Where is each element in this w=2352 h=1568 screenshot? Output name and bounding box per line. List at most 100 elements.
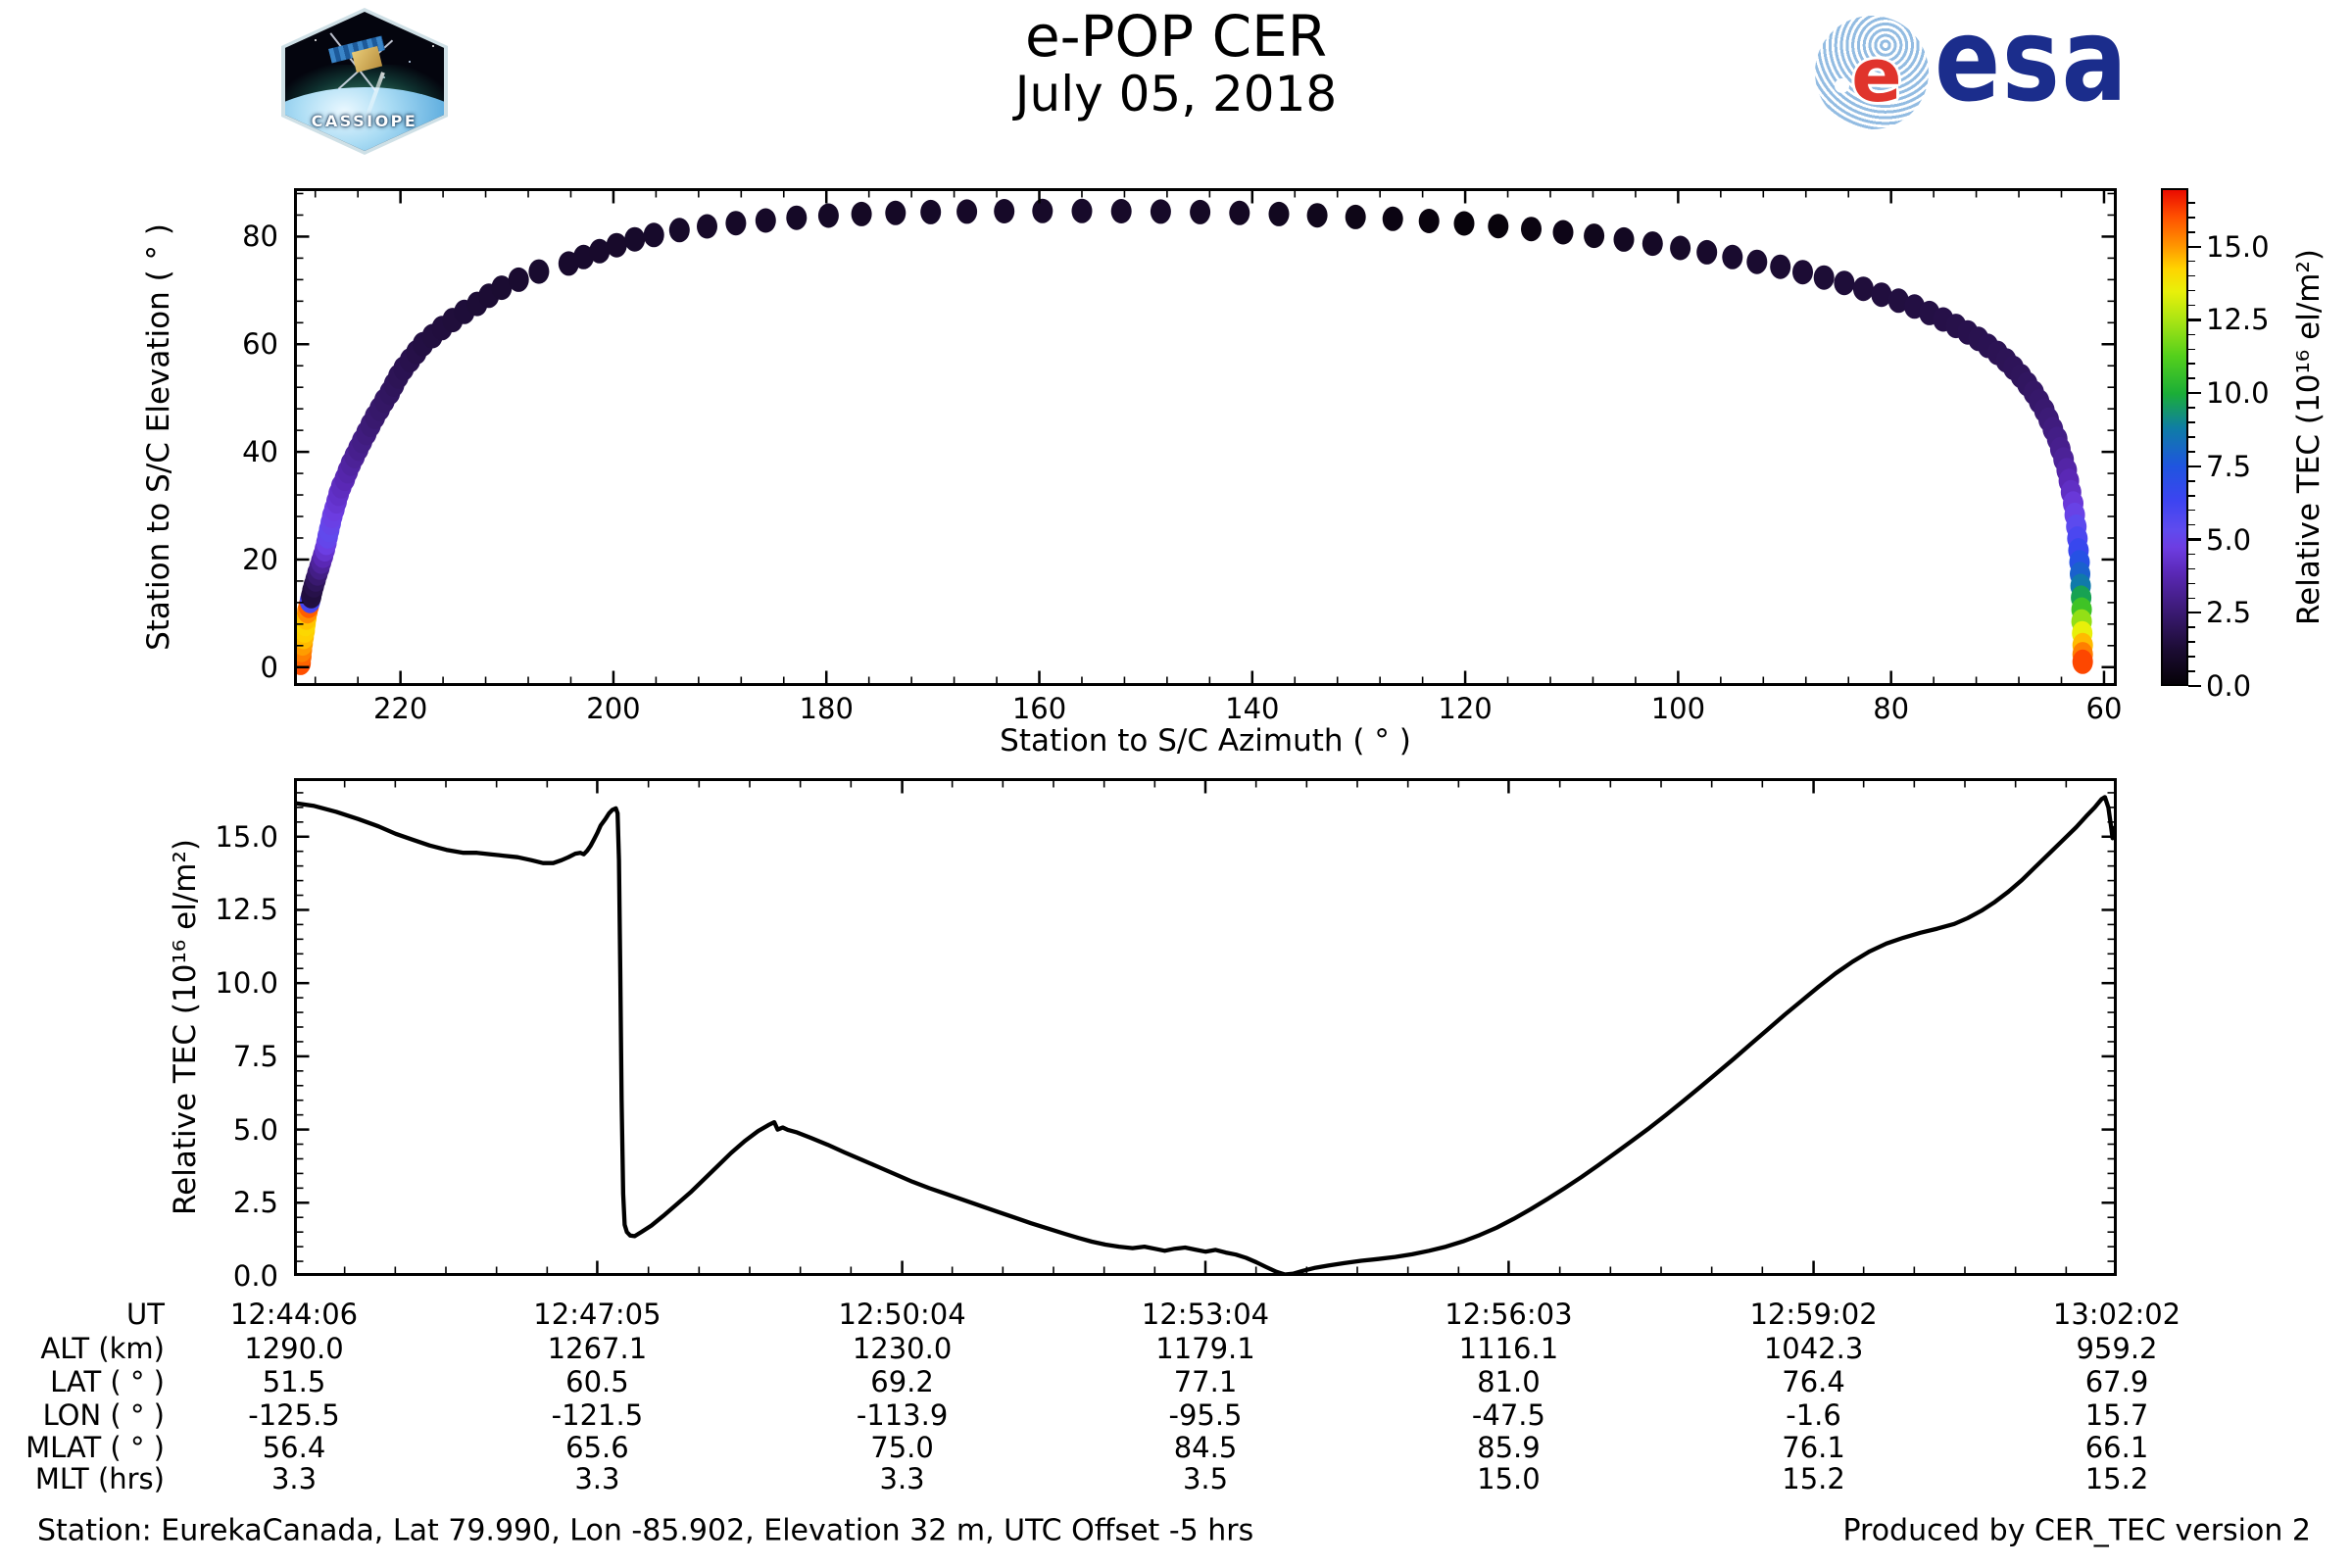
- scatter-point: [920, 199, 942, 224]
- azimuth-tick-label: 80: [1873, 692, 1910, 725]
- page-date: July 05, 2018: [1014, 66, 1338, 122]
- tec-tick-label: 5.0: [232, 1112, 278, 1147]
- table-cell: 69.2: [870, 1365, 934, 1398]
- scatter-point: [573, 244, 594, 270]
- scatter-point: [1746, 249, 1768, 274]
- scatter-point: [1268, 201, 1290, 226]
- time-tick-label: 13:02:02: [2052, 1298, 2181, 1331]
- table-cell: 1230.0: [852, 1332, 953, 1365]
- table-cell: -47.5: [1471, 1398, 1545, 1432]
- scatter-point: [1382, 206, 1403, 231]
- tec-tick-label: 0.0: [232, 1259, 278, 1293]
- table-row-label: ALT (km): [40, 1332, 165, 1365]
- colorbar-tick: [2188, 684, 2201, 688]
- time-tick-label: 12:44:06: [229, 1298, 359, 1331]
- tec-tick-label: 12.5: [215, 893, 278, 927]
- table-row-label: LAT ( ° ): [50, 1365, 165, 1398]
- azimuth-tick-label: 100: [1650, 692, 1706, 725]
- scatter-point: [491, 275, 513, 301]
- scatter-point: [755, 208, 776, 233]
- elevation-azimuth-plot: [294, 188, 2117, 686]
- table-cell: 1116.1: [1458, 1332, 1559, 1365]
- colorbar-minor-tick: [2188, 260, 2195, 263]
- table-cell: -125.5: [248, 1398, 340, 1432]
- table-cell: 3.3: [879, 1462, 925, 1495]
- scatter-point: [956, 199, 978, 224]
- table-cell: 1179.1: [1155, 1332, 1255, 1365]
- scatter-point: [1696, 239, 1718, 265]
- colorbar-label: Relative TEC (10¹⁶ el/m²): [2291, 249, 2327, 625]
- time-tick-label: 12:50:04: [838, 1298, 966, 1331]
- table-cell: 76.4: [1782, 1365, 1845, 1398]
- scatter-point: [1488, 214, 1509, 239]
- colorbar-minor-tick: [2188, 656, 2195, 658]
- table-cell: 15.7: [2084, 1398, 2149, 1432]
- scatter-point: [1852, 276, 1874, 302]
- tec-tick-label: 7.5: [232, 1039, 278, 1073]
- colorbar-tick: [2188, 391, 2201, 395]
- colorbar-minor-tick: [2188, 363, 2195, 366]
- elevation-tick-label: 80: [242, 220, 278, 254]
- scatter-point: [817, 203, 839, 228]
- scatter-point: [1642, 231, 1663, 257]
- colorbar-minor-tick: [2188, 509, 2195, 512]
- scatter-point: [668, 218, 690, 243]
- footer-station-info: Station: EurekaCanada, Lat 79.990, Lon -…: [37, 1513, 1254, 1548]
- colorbar-tick-label: 5.0: [2206, 522, 2252, 557]
- colorbar-tick-label: 12.5: [2206, 303, 2270, 337]
- colorbar-minor-tick: [2188, 451, 2195, 453]
- scatter-point: [851, 201, 872, 226]
- tec-tick-label: 15.0: [215, 819, 278, 854]
- colorbar-tick: [2188, 612, 2201, 614]
- top-plot-xlabel: Station to S/C Azimuth ( ° ): [1000, 723, 1411, 759]
- scatter-point: [2072, 649, 2093, 674]
- cassiope-label: CASSIOPE: [311, 111, 418, 130]
- colorbar-minor-tick: [2188, 582, 2195, 585]
- colorbar-tick-label: 10.0: [2206, 376, 2270, 411]
- esa-globe-e: e: [1851, 31, 1902, 120]
- colorbar: [2161, 188, 2188, 686]
- time-tick-label: 12:56:03: [1445, 1298, 1573, 1331]
- scatter-point: [1792, 260, 1813, 285]
- colorbar-tick-label: 15.0: [2206, 229, 2270, 264]
- scatter-point: [1813, 265, 1835, 290]
- title-block: e-POP CER July 05, 2018: [0, 6, 2352, 122]
- tec-tick-label: 2.5: [232, 1186, 278, 1220]
- time-tick-label: 12:59:02: [1749, 1298, 1878, 1331]
- colorbar-minor-tick: [2188, 217, 2195, 219]
- table-cell: 51.5: [262, 1365, 326, 1398]
- scatter-point: [1110, 199, 1132, 223]
- table-cell: 15.2: [2084, 1462, 2149, 1495]
- table-row-label: MLAT ( ° ): [25, 1431, 165, 1464]
- table-row-label: MLT (hrs): [34, 1462, 165, 1495]
- colorbar-minor-tick: [2188, 289, 2195, 292]
- cassiope-badge: CASSIOPE: [281, 8, 448, 155]
- scatter-point: [1613, 226, 1635, 252]
- colorbar-tick-label: 2.5: [2206, 596, 2252, 630]
- colorbar-minor-tick: [2188, 333, 2195, 336]
- colorbar-tick: [2188, 245, 2201, 248]
- table-cell: 76.1: [1782, 1431, 1845, 1464]
- scatter-point: [1418, 209, 1440, 233]
- scatter-point: [1584, 223, 1605, 249]
- tec-line: [294, 795, 2117, 1276]
- colorbar-minor-tick: [2188, 348, 2195, 351]
- scatter-point: [1770, 254, 1791, 279]
- time-tick-label: 12:47:05: [533, 1298, 662, 1331]
- table-cell: 15.2: [1782, 1462, 1845, 1495]
- table-cell: 66.1: [2084, 1431, 2149, 1464]
- colorbar-minor-tick: [2188, 407, 2195, 409]
- scatter-point: [786, 205, 808, 230]
- azimuth-tick-label: 120: [1438, 692, 1493, 725]
- table-row-label: UT: [126, 1298, 165, 1331]
- time-tick-label: 12:53:04: [1141, 1298, 1270, 1331]
- colorbar-minor-tick: [2188, 421, 2195, 423]
- scatter-point: [1345, 204, 1366, 229]
- elevation-tick-label: 20: [242, 542, 278, 576]
- table-cell: 85.9: [1477, 1431, 1541, 1464]
- scatter-point: [1071, 198, 1093, 223]
- azimuth-tick-label: 160: [1011, 692, 1067, 725]
- colorbar-tick: [2188, 538, 2201, 541]
- azimuth-tick-label: 220: [372, 692, 428, 725]
- table-cell: 81.0: [1477, 1365, 1541, 1398]
